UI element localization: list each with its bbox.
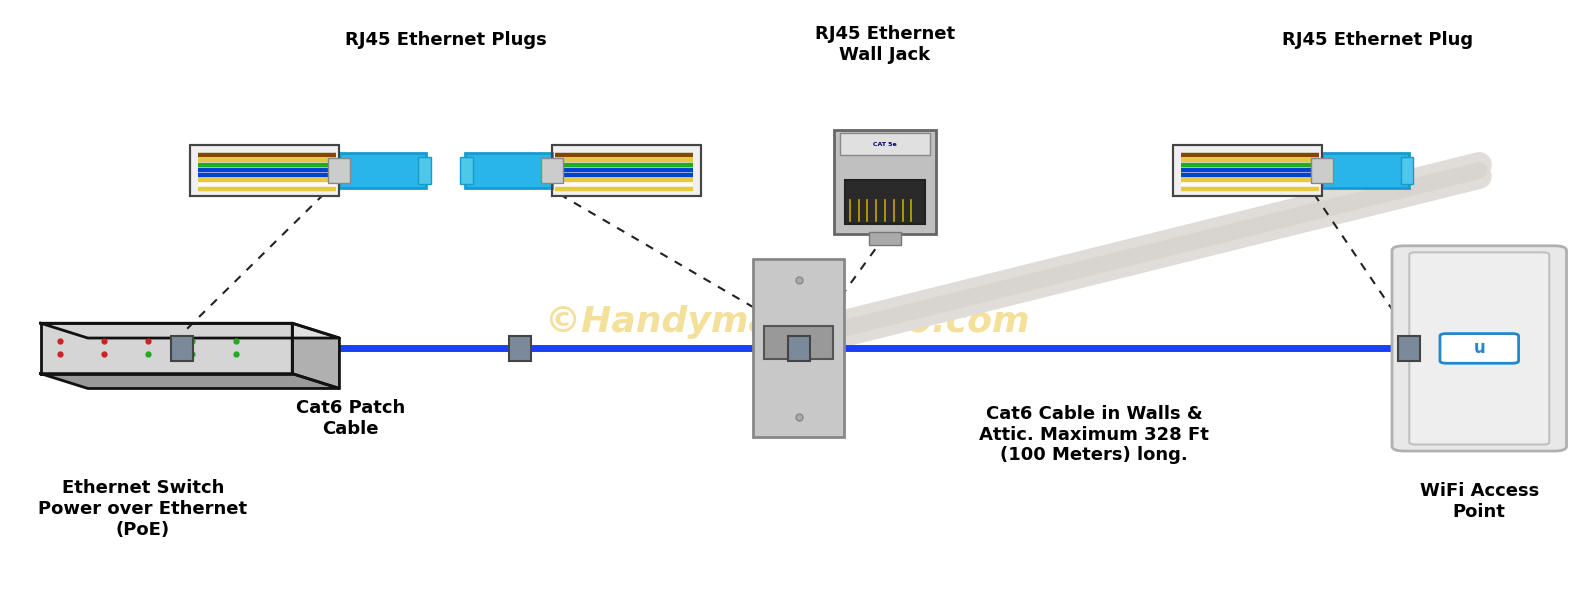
Bar: [460, 157, 472, 184]
Text: Cat6 Cable in Walls &
Attic. Maximum 328 Ft
(100 Meters) long.: Cat6 Cable in Walls & Attic. Maximum 328…: [980, 405, 1210, 464]
Bar: [340, 153, 425, 188]
Text: RJ45 Ethernet Plugs: RJ45 Ethernet Plugs: [345, 31, 547, 49]
Bar: [417, 157, 430, 184]
Bar: [465, 153, 551, 188]
Polygon shape: [41, 323, 293, 374]
Bar: [1397, 336, 1419, 361]
Text: CAT 5e: CAT 5e: [873, 142, 896, 147]
Bar: [509, 336, 531, 361]
Bar: [839, 133, 929, 156]
Bar: [1310, 158, 1332, 183]
Polygon shape: [41, 323, 340, 338]
Bar: [191, 145, 340, 195]
Bar: [764, 326, 833, 359]
FancyBboxPatch shape: [1440, 334, 1518, 363]
Text: u: u: [1473, 340, 1485, 358]
Text: RJ45 Ethernet Plug: RJ45 Ethernet Plug: [1282, 31, 1473, 49]
Bar: [1173, 145, 1321, 195]
Bar: [540, 158, 562, 183]
Bar: [788, 336, 810, 361]
Polygon shape: [293, 323, 340, 389]
Text: WiFi Access
Point: WiFi Access Point: [1419, 482, 1539, 521]
Bar: [869, 232, 901, 245]
Text: Cat6 Patch
Cable: Cat6 Patch Cable: [296, 399, 405, 437]
Text: Ethernet Switch
Power over Ethernet
(PoE): Ethernet Switch Power over Ethernet (PoE…: [38, 479, 247, 539]
Text: ©HandymanHowTo.com: ©HandymanHowTo.com: [545, 305, 1030, 339]
Bar: [172, 336, 194, 361]
Bar: [833, 131, 936, 234]
FancyBboxPatch shape: [1392, 246, 1567, 451]
Polygon shape: [41, 374, 340, 389]
Bar: [329, 158, 350, 183]
Bar: [846, 180, 925, 224]
Text: RJ45 Ethernet
Wall Jack: RJ45 Ethernet Wall Jack: [814, 25, 954, 64]
Bar: [1400, 157, 1413, 184]
Bar: [551, 145, 701, 195]
Bar: [1321, 153, 1408, 188]
FancyBboxPatch shape: [1410, 252, 1550, 445]
Bar: [753, 259, 844, 437]
